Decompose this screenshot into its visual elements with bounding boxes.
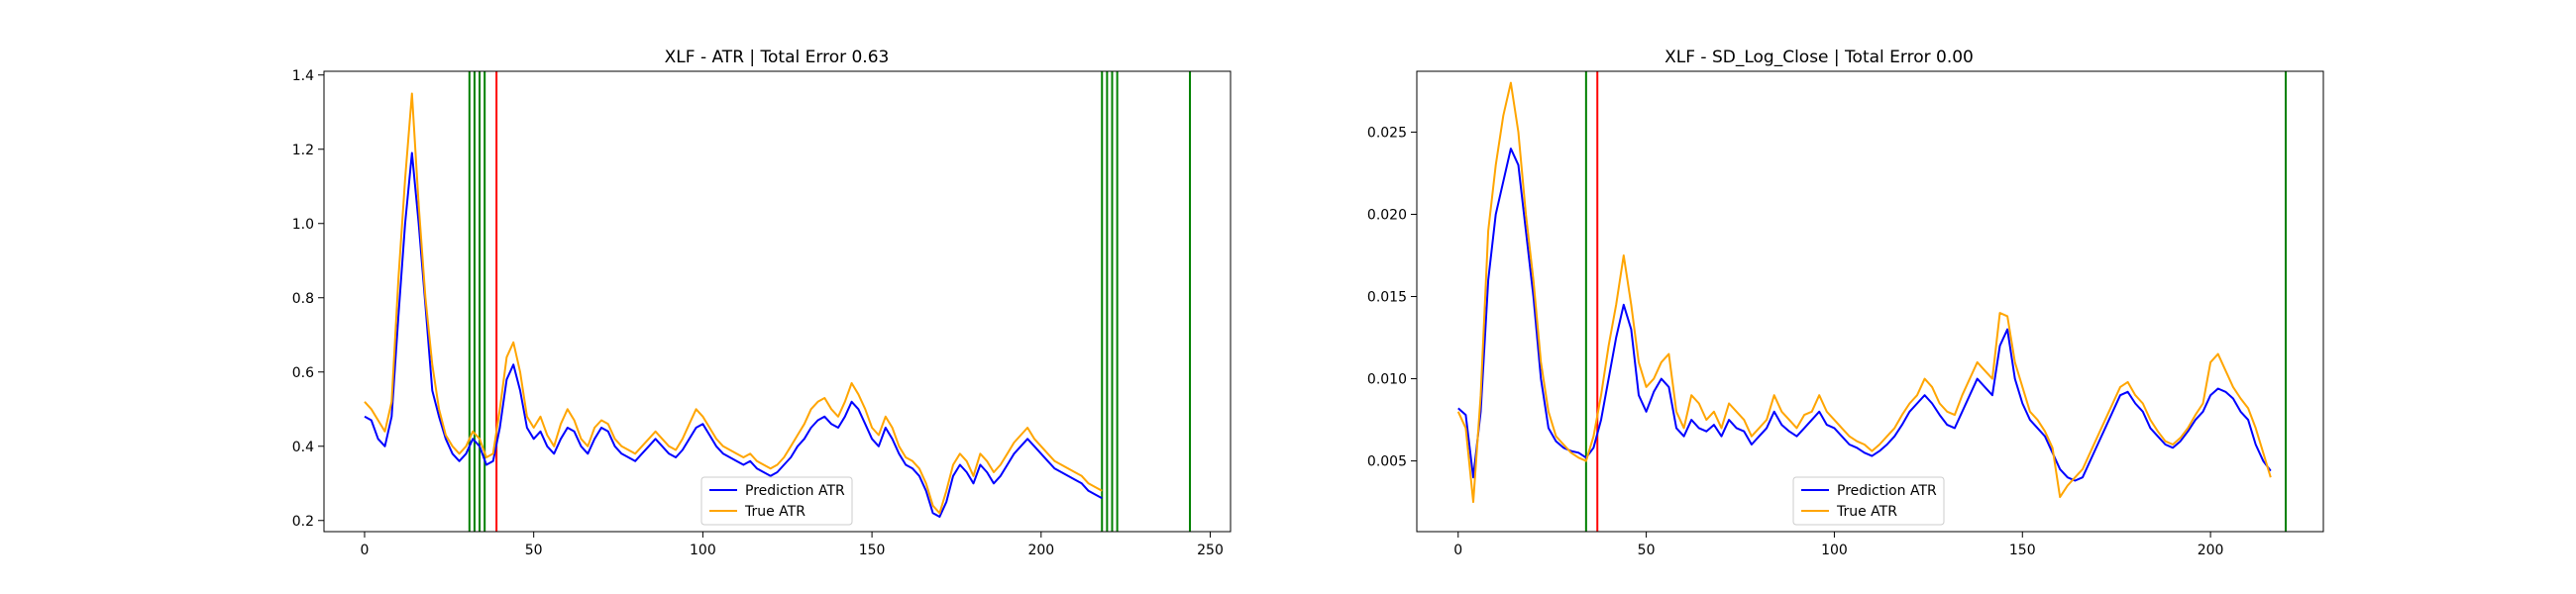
chart-atr-axes-frame bbox=[323, 70, 1232, 533]
y-tick-label: 0.010 bbox=[1367, 372, 1407, 388]
series-line-true bbox=[1456, 81, 2272, 504]
x-tick-label: 0 bbox=[361, 543, 370, 558]
series-line-prediction bbox=[364, 151, 1103, 518]
series-line-prediction bbox=[1457, 148, 2272, 482]
chart-atr-legend: Prediction ATR True ATR bbox=[700, 476, 853, 526]
chart-sd-log-close-title: XLF - SD_Log_Close | Total Error 0.00 bbox=[1664, 48, 1974, 67]
x-tick-label: 150 bbox=[859, 543, 886, 558]
x-tick-label: 200 bbox=[1027, 543, 1054, 558]
legend-box bbox=[700, 476, 853, 526]
x-tick-label: 100 bbox=[690, 543, 716, 558]
legend-label-prediction: Prediction ATR bbox=[745, 483, 845, 499]
x-tick-label: 0 bbox=[1453, 543, 1462, 558]
legend-box bbox=[1792, 476, 1945, 526]
x-tick-label: 50 bbox=[1638, 543, 1656, 558]
series-line-true bbox=[364, 92, 1103, 515]
chart-atr: XLF - ATR | Total Error 0.63 0 50 100 150 20… bbox=[292, 48, 1232, 558]
y-tick-label: 0.6 bbox=[292, 365, 314, 381]
y-tick-label: 0.2 bbox=[292, 514, 314, 530]
y-tick-label: 1.4 bbox=[292, 68, 314, 84]
y-tick-label: 0.025 bbox=[1367, 125, 1407, 141]
x-tick-label: 150 bbox=[2009, 543, 2036, 558]
legend-label-true: True ATR bbox=[1836, 504, 1897, 520]
legend-label-prediction: Prediction ATR bbox=[1837, 483, 1937, 499]
chart-atr-marks bbox=[364, 71, 1192, 532]
y-tick-label: 0.005 bbox=[1367, 454, 1407, 470]
x-tick-label: 200 bbox=[2198, 543, 2224, 558]
y-tick-label: 0.015 bbox=[1367, 290, 1407, 306]
y-tick-label: 1.2 bbox=[292, 143, 314, 158]
x-tick-label: 100 bbox=[1821, 543, 1848, 558]
y-tick-label: 0.4 bbox=[292, 440, 314, 455]
chart-sd-log-close-marks bbox=[1456, 71, 2288, 532]
x-tick-label: 50 bbox=[525, 543, 543, 558]
chart-sd-log-close: XLF - SD_Log_Close | Total Error 0.00 0 5… bbox=[1367, 48, 2324, 558]
chart-atr-ticks: 0 50 100 150 200 250 0.2 0.4 0.6 0.8 1.0 1.2 1.4 bbox=[292, 68, 1224, 558]
legend-label-true: True ATR bbox=[744, 504, 805, 520]
y-tick-label: 1.0 bbox=[292, 217, 314, 233]
y-tick-label: 0.8 bbox=[292, 291, 314, 307]
chart-sd-log-close-legend: Prediction ATR True ATR bbox=[1792, 476, 1945, 526]
chart-atr-title: XLF - ATR | Total Error 0.63 bbox=[665, 48, 890, 67]
chart-sd-log-close-axes-frame bbox=[1416, 70, 2324, 533]
x-tick-label: 250 bbox=[1197, 543, 1224, 558]
chart-sd-log-close-ticks: 0 50 100 150 200 0.005 0.010 0.015 0.020 0.025 bbox=[1367, 125, 2224, 558]
y-tick-label: 0.020 bbox=[1367, 207, 1407, 223]
